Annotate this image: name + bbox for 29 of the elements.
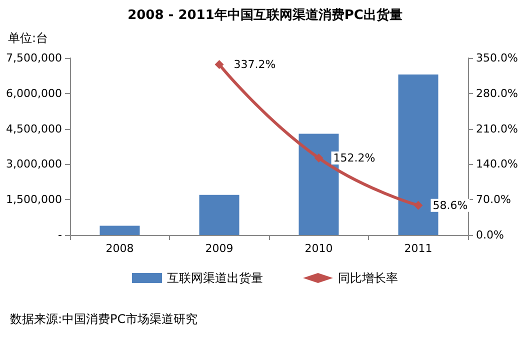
data-label: 337.2% (234, 58, 276, 71)
data-label: 58.6% (432, 198, 468, 212)
y2-tick-label: 0.0% (476, 228, 504, 242)
bar (100, 226, 140, 235)
chart-title: 2008 - 2011年中国互联网渠道消费PC出货量 (128, 7, 402, 23)
y-tick-label: 4,500,000 (6, 122, 62, 136)
x-tick-label: 2010 (304, 242, 333, 255)
point (314, 154, 324, 163)
y-tick-label: 6,000,000 (6, 86, 62, 100)
source-note: 数据来源:中国消费PC市场渠道研究 (10, 312, 198, 326)
y2-tick-label: 210.0% (476, 122, 518, 136)
legend-label: 同比增长率 (338, 271, 398, 285)
y-tick-label: - (58, 228, 62, 242)
point (414, 200, 423, 210)
y-tick-label: 1,500,000 (6, 193, 62, 206)
point (214, 60, 224, 69)
y-axis-title: 单位:台 (8, 31, 48, 45)
x-tick-label: 2011 (404, 242, 432, 255)
y2-tick-label: 350.0% (476, 52, 518, 64)
y-tick-label: 7,500,000 (6, 52, 62, 64)
legend-label: 互联网渠道出货量 (167, 271, 263, 285)
bar (199, 194, 240, 235)
y2-tick-label: 140.0% (476, 158, 518, 171)
data-label: 152.2% (333, 152, 376, 165)
y2-tick-label: 70.0% (476, 193, 511, 206)
y2-tick-label: 280.0% (476, 86, 518, 100)
x-tick-label: 2009 (205, 242, 234, 255)
y-tick-label: 3,000,000 (6, 158, 62, 171)
x-tick-label: 2008 (106, 242, 134, 255)
